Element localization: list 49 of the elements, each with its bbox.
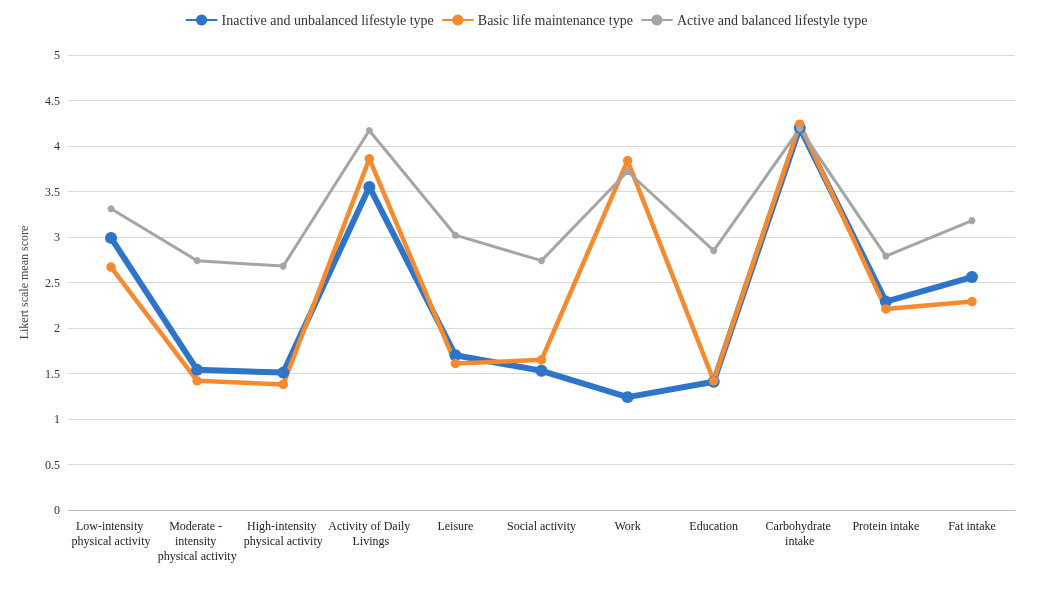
point (107, 205, 115, 213)
x-tick-label: Social activity (507, 518, 576, 533)
point (536, 355, 547, 365)
y-tick-label: 3.5 (45, 184, 60, 199)
point (535, 364, 548, 377)
x-tick-label: Low-intensity physical activity (71, 518, 151, 548)
point (365, 127, 373, 135)
x-tick-label: Leisure (437, 518, 474, 533)
point (277, 366, 290, 379)
point (967, 296, 977, 307)
y-tick-label: 4 (54, 139, 60, 153)
y-tick-label: 4.5 (45, 93, 60, 108)
point (192, 376, 202, 386)
point (624, 167, 632, 175)
y-tick-label: 0 (54, 503, 60, 517)
x-tick-label: High-intensity physical activity (243, 518, 323, 548)
legend-label: Inactive and unbalanced lifestyle type (221, 12, 434, 28)
point (279, 262, 287, 270)
point (882, 252, 890, 260)
point (710, 247, 718, 255)
x-tick-label: Fat intake (948, 518, 996, 533)
x-tick-label: Protein intake (852, 518, 920, 533)
point (106, 262, 116, 272)
point (451, 231, 459, 239)
point (968, 217, 976, 225)
point (191, 363, 204, 376)
x-tick-label: Activity of Daily Livings (328, 518, 411, 548)
y-tick-label: 2.5 (45, 275, 60, 290)
point (105, 231, 118, 244)
point (881, 304, 891, 314)
y-axis-title: Likert scale mean score (17, 225, 31, 340)
y-tick-label: 3 (54, 230, 60, 244)
y-tick-label: 2 (54, 321, 60, 335)
point (193, 257, 201, 265)
x-tick-label: Work (614, 518, 641, 533)
point (278, 379, 288, 390)
point (450, 358, 461, 369)
y-tick-label: 0.5 (45, 457, 60, 472)
y-tick-label: 5 (54, 48, 60, 62)
point (965, 271, 978, 284)
y-tick-label: 1 (54, 412, 60, 426)
x-tick-label: Education (689, 518, 739, 533)
legend-label: Active and balanced lifestyle type (676, 12, 868, 28)
x-tick-label: Carbohydrate intake (765, 518, 834, 548)
point (538, 257, 545, 265)
y-tick-label: 1.5 (45, 366, 60, 381)
point (621, 391, 634, 404)
legend-label: Basic life maintenance type (477, 12, 633, 28)
x-tick-label: Moderate - intensity physical activity (157, 518, 237, 563)
